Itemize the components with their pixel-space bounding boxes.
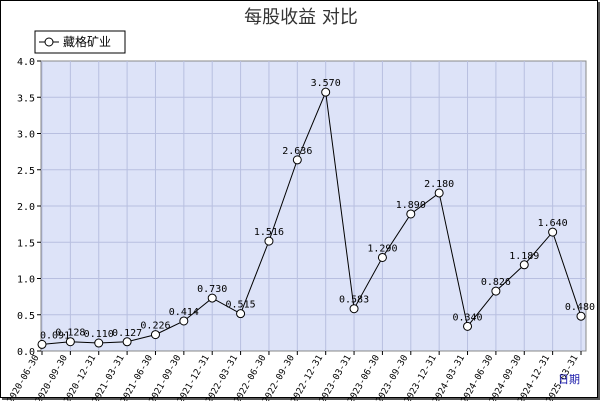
data-label: 2.636 xyxy=(282,146,312,157)
data-point xyxy=(577,312,585,320)
data-point xyxy=(38,340,46,348)
data-point xyxy=(66,338,74,346)
y-tick-label: 1.5 xyxy=(17,238,35,249)
data-point xyxy=(208,294,216,302)
data-point xyxy=(322,88,330,96)
data-label: 3.570 xyxy=(311,78,341,89)
data-point xyxy=(265,237,273,245)
data-label: 0.515 xyxy=(226,300,256,311)
y-tick-label: 4.0 xyxy=(17,57,35,68)
y-tick-label: 1.0 xyxy=(17,275,35,286)
data-label: 0.414 xyxy=(169,307,199,318)
data-point xyxy=(95,339,103,347)
data-point xyxy=(151,331,159,339)
data-point xyxy=(464,322,472,330)
y-tick-label: 3.5 xyxy=(17,93,35,104)
x-axis-title: 日期 xyxy=(558,373,580,386)
data-label: 0.340 xyxy=(452,312,482,323)
data-label: 1.890 xyxy=(396,200,426,211)
y-tick-label: 2.0 xyxy=(17,202,35,213)
data-point xyxy=(123,338,131,346)
y-axis-ticks: 0.00.51.01.52.02.53.03.54.0 xyxy=(17,57,41,358)
data-label: 1.290 xyxy=(367,243,397,254)
data-point xyxy=(237,310,245,318)
legend: 藏格矿业 xyxy=(35,31,125,53)
data-label: 0.826 xyxy=(481,277,511,288)
data-label: 1.516 xyxy=(254,227,284,238)
data-point xyxy=(492,287,500,295)
data-point xyxy=(549,228,557,236)
data-label: 0.730 xyxy=(197,284,227,295)
legend-marker xyxy=(45,38,53,46)
data-label: 1.640 xyxy=(538,218,568,229)
data-label: 1.189 xyxy=(509,251,539,262)
data-point xyxy=(407,210,415,218)
data-label: 0.127 xyxy=(112,328,142,339)
y-tick-label: 0.5 xyxy=(17,311,35,322)
data-point xyxy=(180,317,188,325)
legend-label: 藏格矿业 xyxy=(63,34,111,49)
y-tick-label: 3.0 xyxy=(17,130,35,141)
data-label: 2.180 xyxy=(424,179,454,190)
data-point xyxy=(435,189,443,197)
data-label: 0.583 xyxy=(339,295,369,306)
x-tick-label: 2020-06-30 xyxy=(6,354,42,401)
data-point xyxy=(293,156,301,164)
data-label: 0.128 xyxy=(55,328,85,339)
y-tick-label: 2.5 xyxy=(17,166,35,177)
data-point xyxy=(378,253,386,261)
x-axis-ticks: 2020-06-302020-09-302020-12-312021-03-31… xyxy=(6,351,581,401)
data-point xyxy=(350,305,358,313)
chart-title: 每股收益 对比 xyxy=(244,7,358,28)
data-point xyxy=(520,261,528,269)
data-label: 0.226 xyxy=(140,321,170,332)
data-label: 0.480 xyxy=(565,302,595,313)
data-label: 0.110 xyxy=(84,329,114,340)
